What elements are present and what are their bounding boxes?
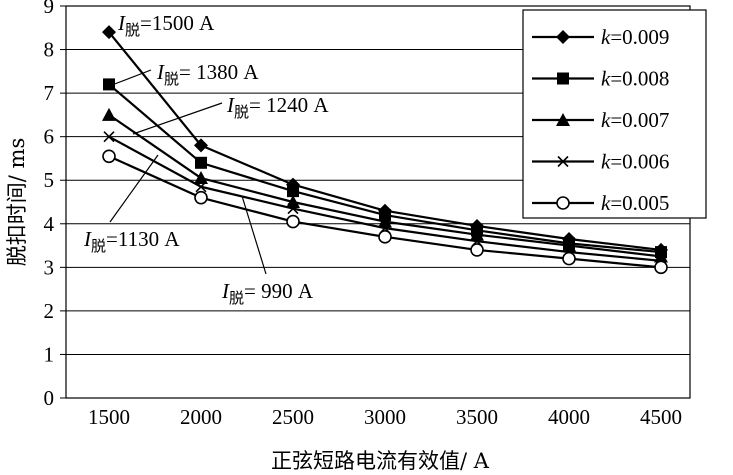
annotation-value: =1130 A <box>106 227 180 251</box>
data-point <box>287 202 299 215</box>
data-point <box>556 196 570 210</box>
annotation-symbol: I <box>221 279 230 303</box>
data-point <box>556 113 570 126</box>
x-tick-label: 2000 <box>180 405 222 429</box>
y-tick-label: 1 <box>44 342 55 366</box>
legend-item: k=0.007 <box>532 108 669 132</box>
data-point <box>194 171 208 185</box>
annotation-label: I脱=1130 A <box>83 227 180 255</box>
annotation-label: I脱= 1380 A <box>156 60 259 88</box>
annotation-value: = 1240 A <box>249 93 329 117</box>
legend-label: k=0.006 <box>601 150 669 174</box>
marker-stroke <box>195 181 207 193</box>
y-tick-label: 2 <box>44 299 55 323</box>
annotation-value: = 990 A <box>244 279 314 303</box>
y-tick-label: 0 <box>44 386 55 410</box>
marker-stroke <box>557 155 569 168</box>
data-point <box>557 72 569 85</box>
annotation-label: I脱= 1240 A <box>226 93 329 121</box>
annotation-symbol: I <box>156 60 165 84</box>
legend-item: k=0.005 <box>532 191 669 215</box>
data-point <box>102 107 116 121</box>
x-tick-label: 3000 <box>364 405 406 429</box>
annotation-leader <box>109 154 159 223</box>
data-point <box>562 251 576 266</box>
data-point <box>287 185 299 198</box>
annotation-value: =1500 A <box>140 11 215 35</box>
annotation-label: I脱= 990 A <box>221 279 314 307</box>
marker-stroke <box>287 202 299 215</box>
legend-k-symbol: k <box>601 191 611 215</box>
legend-label: k=0.005 <box>601 191 669 215</box>
x-axis-title: 正弦短路电流有效值/ A <box>271 449 490 473</box>
data-point <box>470 243 484 257</box>
annotation-subscript: 脱 <box>91 237 106 255</box>
data-point <box>102 149 116 164</box>
annotation-leader <box>111 69 152 86</box>
legend-k-symbol: k <box>601 67 611 91</box>
legend-k-symbol: k <box>601 150 611 174</box>
data-point <box>195 156 207 169</box>
legend-k-symbol: k <box>601 25 611 49</box>
legend-box <box>522 9 707 219</box>
x-tick-label: 4000 <box>548 405 590 429</box>
data-point <box>378 230 392 244</box>
series-group <box>102 149 668 275</box>
annotation-symbol: I <box>226 93 235 117</box>
data-point <box>194 190 208 205</box>
annotation-symbol: I <box>83 227 92 251</box>
data-point <box>194 138 208 153</box>
y-axis-title: 脱扣时间/ ms <box>5 138 29 266</box>
annotation-label: I脱=1500 A <box>117 11 215 39</box>
data-point <box>557 155 569 168</box>
legend-k-value: =0.008 <box>610 67 669 91</box>
annotation-subscript: 脱 <box>125 21 140 39</box>
y-tick-labels: 0 1 2 3 4 5 6 7 8 9 <box>44 0 55 410</box>
legend-k-value: =0.006 <box>610 150 669 174</box>
annotation-subscript: 脱 <box>164 70 179 88</box>
annotation-subscript: 脱 <box>234 103 249 121</box>
legend-item: k=0.009 <box>532 25 669 49</box>
marker-stroke <box>103 131 115 143</box>
y-tick-label: 7 <box>44 81 55 105</box>
legend-label: k=0.008 <box>601 67 669 91</box>
legend-item: k=0.006 <box>532 150 669 174</box>
y-tick-label: 3 <box>44 255 55 279</box>
x-tick-label: 4500 <box>640 405 682 429</box>
legend-k-symbol: k <box>601 108 611 132</box>
x-tick-labels: 1500 2000 2500 3000 3500 4000 4500 <box>88 405 682 429</box>
legend-item: k=0.008 <box>532 67 669 91</box>
y-tick-label: 5 <box>44 168 55 192</box>
x-tick-label: 3500 <box>456 405 498 429</box>
x-tick-label: 2500 <box>272 405 314 429</box>
y-tick-label: 4 <box>44 212 55 236</box>
data-point <box>102 25 116 40</box>
data-point <box>556 30 570 44</box>
y-tick-label: 8 <box>44 38 55 62</box>
annotations: I脱=1500 AI脱= 1380 AI脱= 1240 AI脱=1130 AI脱… <box>83 11 329 307</box>
data-point <box>654 260 668 275</box>
data-point <box>195 181 207 193</box>
data-point <box>103 131 115 143</box>
data-point <box>103 78 115 91</box>
annotation-subscript: 脱 <box>229 289 244 307</box>
legend-k-value: =0.005 <box>610 191 669 215</box>
legend-k-value: =0.007 <box>610 108 669 132</box>
annotation-leader <box>132 102 223 135</box>
y-tick-label: 6 <box>44 125 55 149</box>
x-tick-label: 1500 <box>88 405 130 429</box>
legend-label: k=0.009 <box>601 25 669 49</box>
data-point <box>654 249 668 263</box>
legend-label: k=0.007 <box>601 108 669 132</box>
legend-k-value: =0.009 <box>610 25 669 49</box>
annotation-value: = 1380 A <box>179 60 259 84</box>
y-tick-label: 9 <box>44 0 55 18</box>
series-group <box>102 25 668 275</box>
data-point <box>286 214 300 229</box>
annotation-symbol: I <box>117 11 126 35</box>
